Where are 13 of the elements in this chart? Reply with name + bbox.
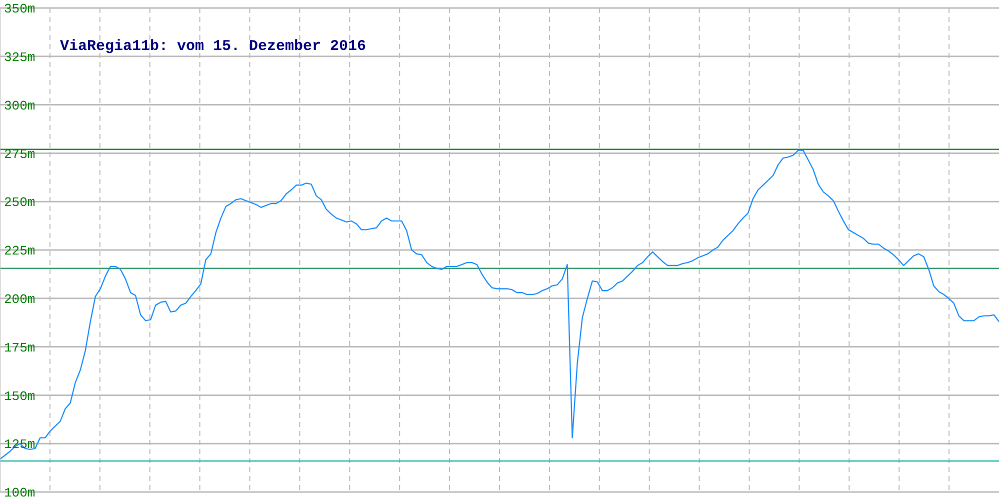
y-tick-label: 125m <box>4 437 36 452</box>
y-tick-label: 150m <box>4 388 36 404</box>
y-tick-label: 100m <box>4 486 36 500</box>
line-series <box>0 150 1000 460</box>
y-tick-label: 200m <box>4 292 36 308</box>
y-tick-label: 275m <box>4 146 36 162</box>
y-tick-label: 250m <box>4 195 36 210</box>
text: ViaRegia11b: vom 15. Dezember 2016 <box>60 38 366 55</box>
y-tick-label: 300m <box>4 98 36 114</box>
y-tick-label: 175m <box>4 340 36 356</box>
y-tick-label: 350m <box>4 2 36 17</box>
y-tick-label: 225m <box>4 244 36 259</box>
y-tick-label: 325m <box>4 50 36 66</box>
